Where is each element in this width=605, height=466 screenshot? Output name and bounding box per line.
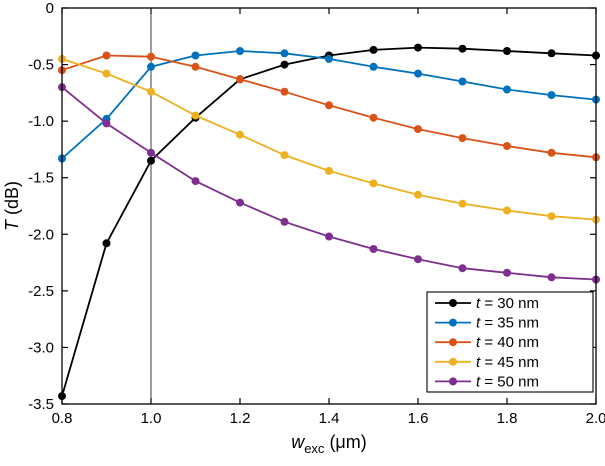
- data-point: [369, 245, 378, 253]
- legend-marker: [449, 357, 457, 366]
- data-point: [280, 87, 289, 96]
- x-tick-label: 1.6: [408, 410, 429, 427]
- data-point: [325, 232, 333, 241]
- data-point: [325, 166, 333, 175]
- data-point: [414, 190, 422, 199]
- data-point: [458, 264, 467, 273]
- y-tick-label: -2.5: [28, 283, 54, 300]
- legend-label: t = 40 nm: [476, 334, 539, 351]
- data-point: [325, 54, 333, 63]
- data-point: [147, 52, 155, 61]
- data-point: [147, 148, 155, 157]
- legend-label: t = 45 nm: [476, 354, 539, 371]
- data-point: [369, 179, 378, 188]
- x-axis-label: wexc (μm): [291, 432, 367, 456]
- data-point: [147, 87, 155, 96]
- y-tick-label: -3.0: [28, 339, 54, 356]
- legend-marker: [449, 318, 457, 327]
- y-tick-label: -3.5: [28, 396, 54, 413]
- y-axis-label: T (dB): [2, 181, 22, 231]
- data-point: [147, 156, 155, 165]
- data-point: [191, 111, 200, 120]
- x-tick-label: 0.8: [52, 410, 73, 427]
- data-point: [236, 198, 244, 207]
- data-point: [547, 148, 556, 157]
- data-point: [503, 268, 511, 277]
- series-group: [58, 43, 600, 401]
- data-point: [147, 62, 155, 71]
- legend-marker: [449, 299, 457, 307]
- data-point: [503, 142, 511, 150]
- legend: t = 30 nm t = 35 nm t = 40 nm t = 45 nm t = …: [426, 291, 594, 393]
- data-point: [280, 151, 289, 160]
- data-point: [503, 85, 511, 94]
- data-point: [414, 43, 422, 52]
- data-point: [102, 239, 111, 248]
- data-point: [458, 77, 467, 86]
- legend-label: t = 30 nm: [476, 295, 539, 312]
- data-point: [236, 75, 244, 84]
- data-point: [236, 47, 244, 55]
- legend-marker: [449, 338, 457, 347]
- legend-item: t = 50 nm: [435, 373, 539, 390]
- y-tick-label: -1.5: [28, 170, 54, 187]
- legend-item: t = 45 nm: [435, 354, 539, 371]
- x-tick-label: 1.2: [230, 410, 251, 427]
- legend-label: t = 35 nm: [476, 315, 539, 332]
- y-tick-label: 0: [46, 0, 54, 17]
- data-point: [547, 212, 556, 221]
- data-point: [191, 51, 200, 60]
- legend-marker: [449, 377, 457, 386]
- y-tick-label: -2.0: [28, 226, 54, 243]
- data-point: [369, 45, 378, 54]
- data-point: [369, 62, 378, 71]
- x-tick-label: 1.4: [319, 410, 340, 427]
- y-tick-label: -0.5: [28, 57, 54, 74]
- legend-item: t = 35 nm: [435, 315, 539, 332]
- legend-item: t = 30 nm: [435, 295, 539, 312]
- data-point: [102, 51, 111, 60]
- data-point: [325, 101, 333, 110]
- data-point: [414, 255, 422, 264]
- x-tick-label: 1.8: [497, 410, 518, 427]
- data-point: [102, 119, 111, 128]
- y-tick-label: -1.0: [28, 113, 54, 130]
- data-point: [280, 49, 289, 58]
- axis-labels-group: wexc (μm) T (dB): [2, 181, 367, 456]
- data-point: [191, 62, 200, 71]
- x-tick-label: 1.0: [141, 410, 162, 427]
- data-point: [102, 69, 111, 78]
- data-point: [547, 273, 556, 282]
- data-point: [458, 44, 467, 53]
- legend-item: t = 40 nm: [435, 334, 539, 351]
- data-point: [236, 130, 244, 139]
- x-tick-label: 2.0: [586, 410, 605, 427]
- data-point: [369, 113, 378, 122]
- data-point: [503, 206, 511, 215]
- axes-group: 0.8 1.0 1.2 1.4 1.6 1.8 2.0 0 -0.5 -1.0 -1.5 -2.0 -2…: [28, 0, 605, 427]
- data-point: [503, 47, 511, 55]
- legend-label: t = 50 nm: [476, 373, 539, 390]
- data-point: [191, 177, 200, 186]
- data-point: [458, 199, 467, 208]
- data-point: [280, 217, 289, 226]
- data-point: [547, 49, 556, 58]
- data-point: [414, 69, 422, 78]
- data-point: [280, 60, 289, 69]
- data-point: [458, 134, 467, 143]
- data-point: [547, 91, 556, 100]
- data-point: [414, 125, 422, 134]
